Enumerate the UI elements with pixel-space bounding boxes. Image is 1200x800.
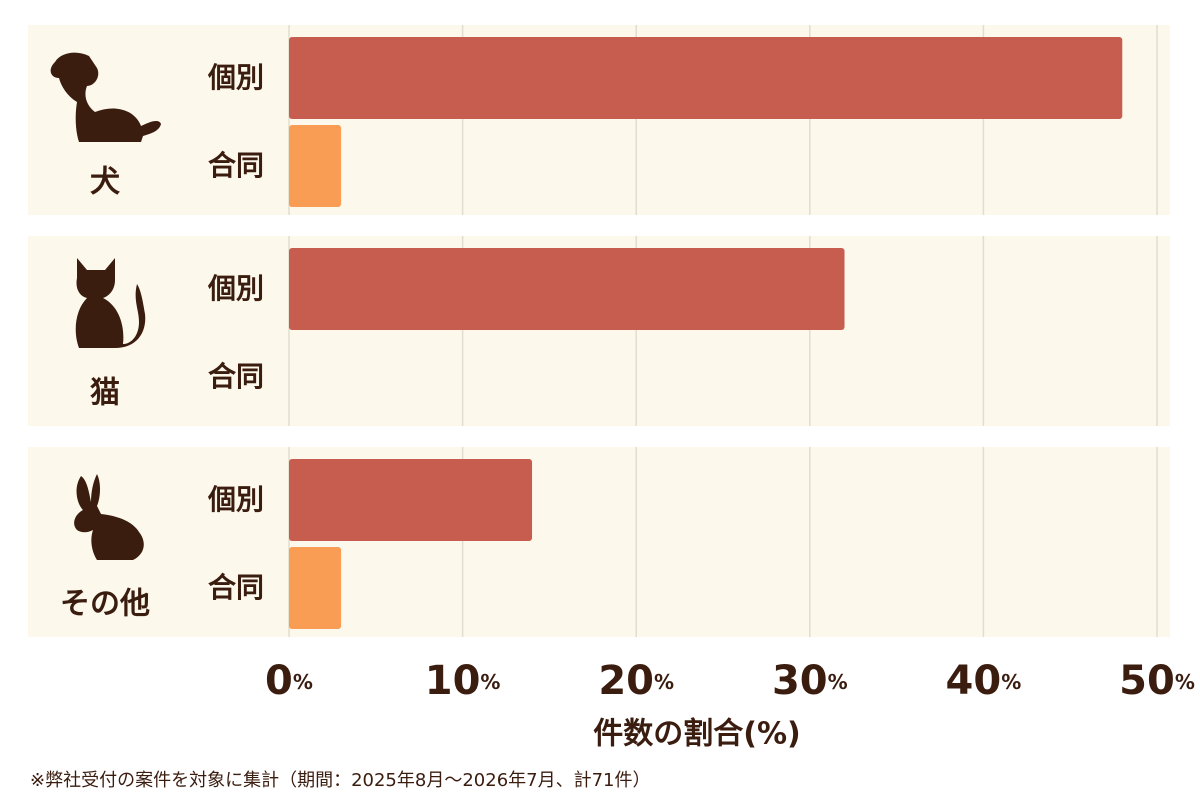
x-tick-label: 40% — [946, 658, 1022, 704]
row-label: 個別 — [207, 61, 264, 94]
bar — [289, 459, 533, 541]
row-label: 個別 — [207, 483, 264, 516]
x-tick-label: 10% — [425, 658, 501, 704]
bar — [289, 37, 1123, 119]
x-tick-label: 0% — [265, 658, 313, 704]
group-label: 猫 — [90, 376, 120, 411]
group-label: その他 — [60, 587, 150, 622]
row-label: 合同 — [208, 149, 264, 182]
x-tick-label: 30% — [772, 658, 848, 704]
group-panel — [28, 447, 1170, 637]
x-axis-title: 件数の割合(%) — [593, 717, 800, 752]
row-label: 個別 — [207, 272, 264, 305]
x-tick-label: 50% — [1119, 658, 1195, 704]
rabbit-icon — [74, 474, 144, 560]
x-tick-label: 20% — [598, 658, 674, 704]
row-label: 合同 — [208, 360, 264, 393]
bar — [289, 125, 342, 207]
bar — [289, 547, 342, 629]
dog-icon — [50, 52, 161, 142]
row-label: 合同 — [208, 571, 264, 604]
footnote: ※弊社受付の案件を対象に集計（期間：2025年8月～2026年7月、計71件） — [30, 770, 651, 791]
bar — [289, 248, 845, 330]
cat-icon — [75, 258, 146, 348]
group-label: 犬 — [90, 165, 120, 200]
